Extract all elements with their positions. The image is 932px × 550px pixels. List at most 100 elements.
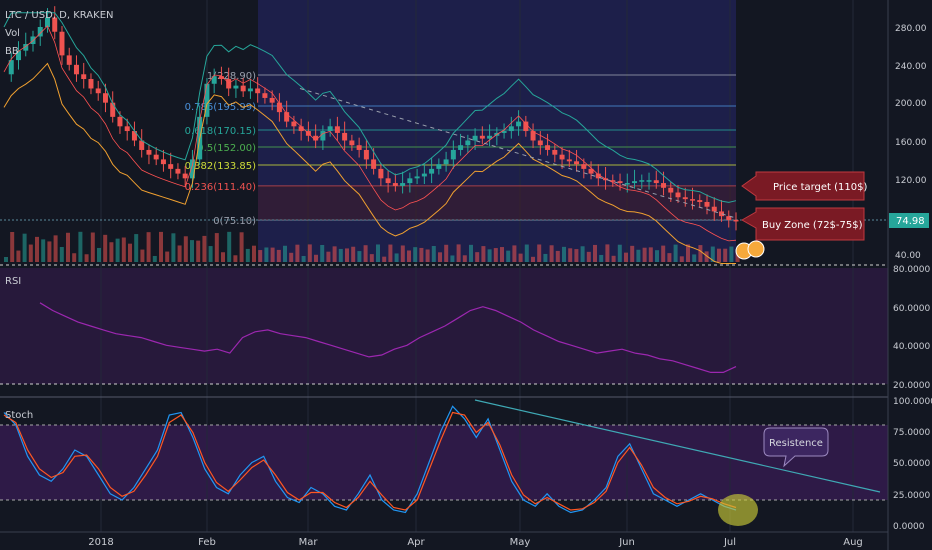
volume-bar bbox=[679, 256, 684, 262]
volume-bar bbox=[196, 240, 201, 262]
volume-bar bbox=[338, 248, 343, 262]
symbol-label: LTC / USD, D, KRAKEN bbox=[5, 10, 114, 21]
rsi-tick-0: 80.0000 bbox=[893, 265, 930, 275]
volume-bar bbox=[345, 248, 349, 262]
fib-label-0: 1(228.90) bbox=[207, 71, 256, 82]
volume-bar bbox=[574, 249, 579, 262]
volume-bar bbox=[171, 233, 176, 262]
volume-bar bbox=[549, 245, 554, 262]
volume-bar bbox=[47, 241, 52, 262]
volume-bar bbox=[202, 235, 207, 262]
volume-bar bbox=[41, 239, 46, 262]
volume-bar bbox=[580, 246, 585, 262]
candle-body bbox=[530, 131, 536, 141]
volume-bars bbox=[4, 231, 740, 262]
candle-body bbox=[581, 164, 587, 169]
volume-bar bbox=[103, 234, 108, 262]
candle-body bbox=[646, 180, 652, 182]
volume-bar bbox=[661, 245, 666, 262]
candle-body bbox=[124, 126, 130, 132]
candle-body bbox=[334, 126, 340, 133]
volume-bar bbox=[431, 246, 436, 262]
volume-bar bbox=[183, 236, 188, 262]
candle-body bbox=[218, 76, 224, 80]
x-tick-3: Apr bbox=[407, 537, 425, 548]
volume-bar bbox=[363, 245, 368, 262]
volume-bar bbox=[66, 232, 70, 262]
candle-body bbox=[726, 216, 732, 220]
volume-bar bbox=[301, 255, 306, 262]
candle-body bbox=[255, 88, 261, 94]
volume-bar bbox=[555, 250, 560, 262]
candle-body bbox=[8, 60, 14, 75]
candle-body bbox=[501, 131, 507, 133]
candle-body bbox=[160, 159, 166, 165]
bb-upper bbox=[3, 12, 737, 203]
stoch-tick-3: 25.0000 bbox=[893, 491, 930, 501]
candle-body bbox=[269, 97, 275, 103]
volume-bar bbox=[314, 254, 318, 262]
volume-bar bbox=[128, 243, 132, 262]
x-tick-5: Jun bbox=[618, 537, 635, 548]
rsi-tick-1: 60.0000 bbox=[893, 304, 930, 314]
candle-body bbox=[204, 83, 210, 117]
candle-body bbox=[66, 55, 72, 65]
candle-body bbox=[653, 180, 659, 184]
volume-bar bbox=[295, 244, 300, 262]
volume-bar bbox=[78, 231, 83, 262]
volume-bar bbox=[146, 232, 151, 262]
candle-body bbox=[639, 180, 645, 182]
volume-bar bbox=[258, 250, 263, 262]
volume-bar bbox=[121, 237, 126, 262]
callout-price-target-text: Price target (110$) bbox=[773, 182, 868, 193]
event-icon bbox=[747, 240, 765, 258]
candle-body bbox=[262, 93, 268, 98]
volume-bar bbox=[270, 247, 275, 262]
fib-label-3: 0.5(152.00) bbox=[197, 143, 256, 154]
volume-bar bbox=[537, 244, 542, 262]
x-tick-1: Feb bbox=[198, 537, 216, 548]
rsi-tick-2: 40.0000 bbox=[893, 342, 930, 352]
candle-body bbox=[313, 135, 319, 141]
volume-bar bbox=[214, 233, 219, 262]
volume-bar bbox=[22, 233, 27, 262]
volume-bar bbox=[593, 244, 597, 262]
volume-bar bbox=[673, 244, 678, 262]
volume-bar bbox=[717, 248, 721, 262]
candle-body bbox=[675, 192, 681, 198]
fib-label-4: 0.382(133.85) bbox=[185, 161, 257, 172]
candle-body bbox=[661, 183, 667, 188]
volume-bar bbox=[115, 238, 120, 262]
volume-bar bbox=[332, 246, 337, 262]
volume-bar bbox=[692, 254, 697, 262]
decline-trendline bbox=[299, 87, 737, 219]
candle-body bbox=[153, 154, 159, 160]
volume-bar bbox=[177, 245, 182, 262]
volume-bar bbox=[357, 251, 362, 262]
volume-bar bbox=[438, 252, 442, 262]
volume-bar bbox=[425, 249, 430, 262]
resistance-bubble bbox=[763, 427, 829, 468]
candle-body bbox=[37, 27, 43, 37]
volume-bar bbox=[630, 245, 635, 262]
candle-body bbox=[472, 135, 478, 141]
volume-bar bbox=[252, 245, 256, 262]
volume-bar bbox=[469, 244, 473, 262]
candle-body bbox=[682, 197, 688, 200]
candle-body bbox=[552, 149, 558, 155]
volume-bar bbox=[90, 232, 95, 262]
volume-bar bbox=[283, 245, 287, 262]
volume-bar bbox=[506, 250, 511, 262]
volume-bar bbox=[636, 249, 641, 262]
volume-bar bbox=[28, 244, 33, 262]
price-tick-1: 240.00 bbox=[895, 62, 927, 72]
candle-body bbox=[516, 121, 522, 127]
candle-body bbox=[458, 145, 464, 150]
last-price-text: 74.98 bbox=[896, 216, 925, 227]
volume-bar bbox=[487, 249, 492, 262]
candle-body bbox=[523, 121, 529, 132]
volume-bar bbox=[475, 252, 480, 262]
rsi-line bbox=[39, 302, 737, 373]
